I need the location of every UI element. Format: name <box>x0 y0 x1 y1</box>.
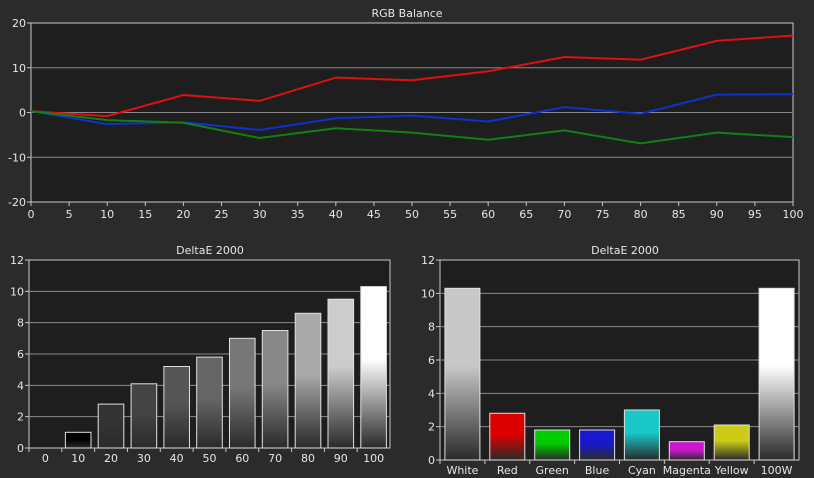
x-tick-label: 30 <box>137 452 151 465</box>
bar-100 <box>360 286 387 449</box>
x-tick-label: Red <box>497 464 518 476</box>
x-tick-label: Green <box>536 464 569 476</box>
x-tick-label: 55 <box>443 208 457 221</box>
x-tick-label: Cyan <box>628 464 656 476</box>
x-tick-label: 80 <box>301 452 315 465</box>
bar-100w <box>758 287 795 461</box>
rgb-balance-chart: RGB Balance -20 -10 0 10 20 0 5 10 15 20 25 30 35 40 4… <box>0 0 814 226</box>
x-tick-label: 90 <box>710 208 724 221</box>
x-tick-label: 60 <box>235 452 249 465</box>
x-tick-label: Magenta <box>663 464 711 476</box>
y-tick-label: -10 <box>8 151 26 164</box>
y-tick-label: 0 <box>428 454 435 467</box>
x-tick-label: 60 <box>481 208 495 221</box>
x-tick-label: 75 <box>596 208 610 221</box>
x-tick-label: 65 <box>519 208 533 221</box>
grayscale-deltae-plot: 0 2 4 6 8 10 12 0 10 20 30 40 50 60 70 80 90 100 <box>10 254 391 465</box>
bar-90 <box>327 298 355 449</box>
x-tick-label: 85 <box>672 208 686 221</box>
x-tick-label: 50 <box>405 208 419 221</box>
x-tick-label: 15 <box>138 208 152 221</box>
x-tick-label: 10 <box>100 208 114 221</box>
bar-red <box>489 412 526 461</box>
series-line-0 <box>30 34 794 118</box>
x-tick-label: 90 <box>334 452 348 465</box>
bar-60 <box>229 337 256 449</box>
y-tick-label: 2 <box>428 421 435 434</box>
y-tick-label: 0 <box>17 442 24 455</box>
bar-50 <box>196 356 223 449</box>
x-tick-label: 25 <box>215 208 229 221</box>
bar-green <box>534 429 571 461</box>
chart-title: DeltaE 2000 <box>591 244 659 257</box>
x-tick-label: 100 <box>363 452 384 465</box>
x-tick-label: 70 <box>557 208 571 221</box>
x-tick-label: White <box>446 464 478 476</box>
bar-40 <box>163 366 190 449</box>
y-tick-label: 4 <box>428 387 435 400</box>
grayscale-deltae-chart: DeltaE 2000 0 2 4 6 8 10 12 0 10 20 30 40 50 60 70 80 90… <box>0 240 400 476</box>
chart-title: RGB Balance <box>371 7 443 20</box>
y-tick-label: 12 <box>10 254 24 267</box>
x-tick-label: 30 <box>253 208 267 221</box>
x-tick-label: 0 <box>28 208 35 221</box>
y-tick-label: 20 <box>12 17 26 30</box>
x-tick-label: 20 <box>176 208 190 221</box>
x-tick-label: 80 <box>634 208 648 221</box>
y-tick-label: 0 <box>19 107 26 120</box>
y-tick-label: 10 <box>10 285 24 298</box>
y-tick-label: 10 <box>421 287 435 300</box>
bar-cyan <box>623 409 660 461</box>
bar-yellow <box>713 424 750 461</box>
rgb-balance-plot: -20 -10 0 10 20 0 5 10 15 20 25 30 35 40 45 50 55 60 65 70 7… <box>8 17 804 221</box>
x-tick-label: 0 <box>42 452 49 465</box>
x-tick-label: 5 <box>66 208 73 221</box>
color-deltae-plot: 0 2 4 6 8 10 12 White Red Green Blue Cyan Magenta Yel… <box>421 254 800 476</box>
x-tick-label: 40 <box>170 452 184 465</box>
y-tick-label: 10 <box>12 62 26 75</box>
x-tick-label: 10 <box>71 452 85 465</box>
bar-70 <box>261 330 289 449</box>
x-tick-label: 45 <box>367 208 381 221</box>
x-tick-label: 100 <box>783 208 804 221</box>
bar-magenta <box>668 441 705 461</box>
x-tick-label: 100W <box>761 464 793 476</box>
chart-title: DeltaE 2000 <box>176 244 244 257</box>
x-tick-label: Yellow <box>714 464 749 476</box>
series-line-2 <box>30 110 794 145</box>
bar-blue <box>579 429 616 461</box>
bar-white <box>444 287 481 461</box>
y-tick-label: 8 <box>17 317 24 330</box>
y-tick-label: 8 <box>428 321 435 334</box>
x-tick-label: 50 <box>203 452 217 465</box>
x-tick-label: 40 <box>329 208 343 221</box>
x-tick-label: 95 <box>748 208 762 221</box>
y-tick-label: -20 <box>8 196 26 209</box>
x-tick-label: 70 <box>268 452 282 465</box>
color-deltae-chart: DeltaE 2000 0 2 4 6 8 10 12 White Red Green Blue Cy… <box>410 240 814 476</box>
bar-10 <box>64 431 92 449</box>
bar-30 <box>130 383 158 449</box>
x-tick-label: 20 <box>104 452 118 465</box>
y-tick-label: 6 <box>17 348 24 361</box>
bar-80 <box>294 312 322 449</box>
y-tick-label: 2 <box>17 411 24 424</box>
x-tick-label: Blue <box>585 464 610 476</box>
y-tick-label: 4 <box>17 379 24 392</box>
y-tick-label: 6 <box>428 354 435 367</box>
bar-20 <box>97 403 125 449</box>
y-tick-label: 12 <box>421 254 435 267</box>
x-tick-label: 35 <box>291 208 305 221</box>
